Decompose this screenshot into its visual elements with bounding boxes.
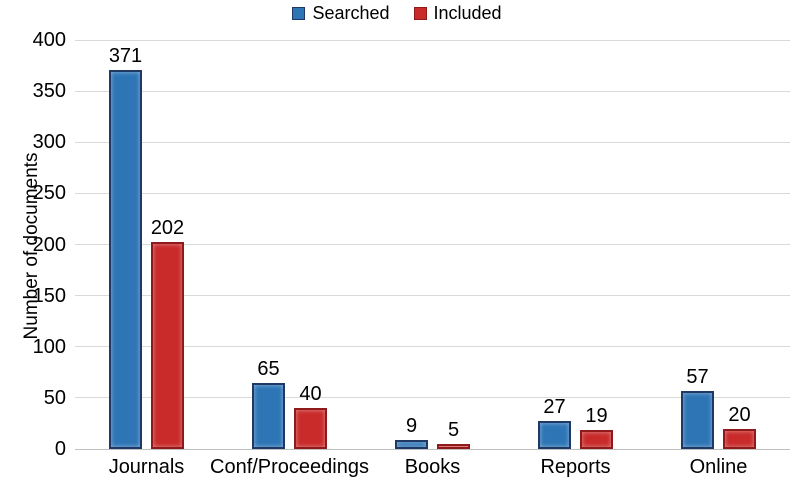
bar-searched-online bbox=[681, 390, 714, 449]
gridline-50 bbox=[75, 397, 790, 399]
gridline-150 bbox=[75, 295, 790, 297]
value-label-searched-online: 57 bbox=[686, 365, 709, 388]
legend-label-included: Included bbox=[433, 3, 502, 23]
y-tick-label-400: 400 bbox=[32, 29, 66, 51]
bar-searched-conf-proceedings bbox=[252, 382, 285, 449]
legend-item-searched: Searched bbox=[292, 3, 390, 23]
bar-included-online bbox=[723, 428, 756, 449]
bar-searched-journals bbox=[109, 69, 142, 449]
included-swatch-icon bbox=[413, 6, 427, 20]
gridline-250 bbox=[75, 192, 790, 194]
y-tick-label-350: 350 bbox=[32, 80, 66, 103]
y-tick-label-0: 0 bbox=[54, 438, 66, 460]
value-label-searched-reports: 27 bbox=[543, 396, 566, 419]
gridline-100 bbox=[75, 346, 790, 348]
y-tick-label-50: 50 bbox=[43, 386, 66, 409]
gridline-400 bbox=[75, 39, 790, 41]
bar-included-reports bbox=[580, 429, 613, 449]
searched-swatch-icon bbox=[292, 6, 306, 20]
legend-label-searched: Searched bbox=[312, 3, 390, 23]
y-tick-label-150: 150 bbox=[32, 284, 66, 307]
y-tick-label-300: 300 bbox=[32, 131, 66, 154]
value-label-included-journals: 202 bbox=[150, 217, 185, 240]
gridline-0 bbox=[75, 448, 790, 450]
value-label-included-reports: 19 bbox=[585, 404, 608, 427]
value-label-included-books: 5 bbox=[447, 418, 460, 441]
bar-included-journals bbox=[151, 242, 184, 449]
value-label-included-conf-proceedings: 40 bbox=[299, 383, 322, 406]
y-tick-label-100: 100 bbox=[32, 335, 66, 358]
category-label-journals: Journals bbox=[108, 456, 185, 478]
y-tick-label-200: 200 bbox=[32, 233, 66, 256]
category-label-reports: Reports bbox=[540, 456, 611, 478]
legend-item-included: Included bbox=[413, 3, 502, 23]
value-label-searched-conf-proceedings: 65 bbox=[257, 357, 280, 380]
bar-included-conf-proceedings bbox=[294, 408, 327, 449]
gridline-200 bbox=[75, 244, 790, 245]
value-label-searched-journals: 371 bbox=[108, 44, 143, 67]
category-label-online: Online bbox=[689, 456, 748, 478]
category-label-conf-proceedings: Conf/Proceedings bbox=[210, 456, 369, 478]
bar-searched-books bbox=[395, 439, 428, 449]
y-tick-label-250: 250 bbox=[32, 182, 66, 205]
value-label-searched-books: 9 bbox=[405, 414, 418, 437]
value-label-included-online: 20 bbox=[728, 403, 751, 426]
legend: Searched Included bbox=[0, 0, 794, 26]
bar-included-books bbox=[437, 443, 470, 449]
gridline-350 bbox=[75, 90, 790, 92]
bar-searched-reports bbox=[538, 421, 571, 449]
gridline-300 bbox=[75, 141, 790, 143]
category-label-books: Books bbox=[404, 456, 461, 478]
